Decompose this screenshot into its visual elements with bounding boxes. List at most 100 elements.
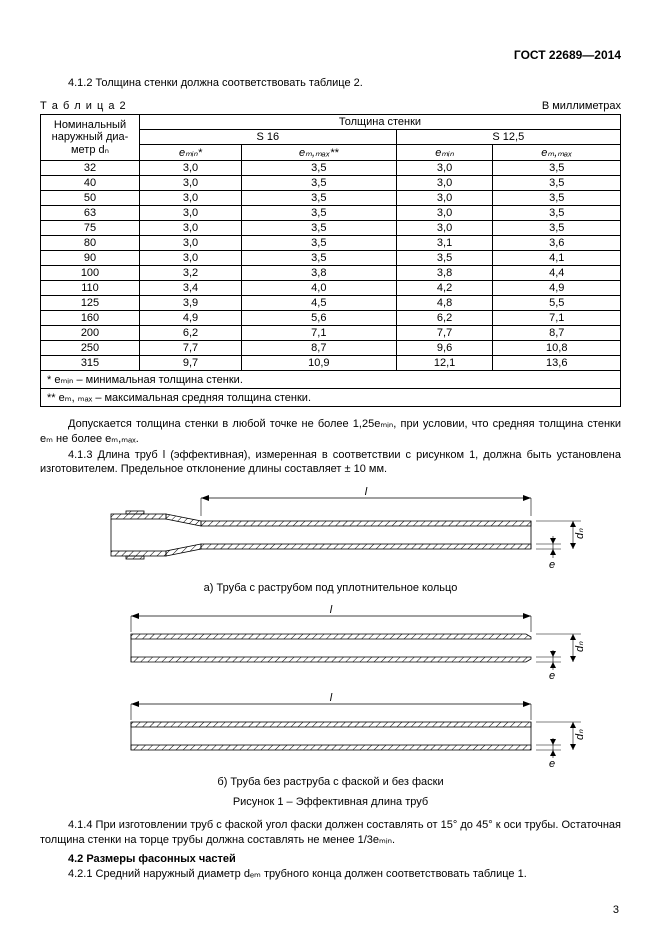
table-row: 1003,23,83,84,4 bbox=[41, 266, 621, 281]
table-cell: 3,5 bbox=[241, 176, 396, 191]
table-cell: 3,9 bbox=[140, 296, 242, 311]
table-cell: 3,4 bbox=[140, 281, 242, 296]
col-emmax: eₘ,ₘₐₓ** bbox=[241, 145, 396, 161]
table-cell: 3,0 bbox=[140, 191, 242, 206]
svg-text:e: e bbox=[549, 559, 555, 571]
table-cell: 8,7 bbox=[241, 341, 396, 356]
paragraph-413: 4.1.3 Длина труб l (эффективная), измере… bbox=[40, 448, 621, 477]
table-cell: 10,8 bbox=[493, 341, 621, 356]
table-row: 803,03,53,13,6 bbox=[41, 236, 621, 251]
table-cell: 3,5 bbox=[241, 221, 396, 236]
table-cell: 125 bbox=[41, 296, 140, 311]
table-cell: 3,0 bbox=[140, 161, 242, 176]
svg-text:l: l bbox=[329, 692, 332, 704]
table-cell: 4,8 bbox=[396, 296, 493, 311]
svg-text:e: e bbox=[549, 670, 555, 682]
table-cell: 7,1 bbox=[241, 326, 396, 341]
svg-text:dₙ: dₙ bbox=[574, 641, 586, 652]
table-cell: 4,4 bbox=[493, 266, 621, 281]
table-cell: 9,6 bbox=[396, 341, 493, 356]
table2-caption: Т а б л и ц а 2 bbox=[40, 100, 127, 112]
table-cell: 160 bbox=[41, 311, 140, 326]
figure-b2-svg: l e dₙ bbox=[71, 692, 591, 770]
table-cell: 3,8 bbox=[241, 266, 396, 281]
table-row: 2006,27,17,78,7 bbox=[41, 326, 621, 341]
svg-text:l: l bbox=[364, 486, 367, 498]
table-row: 903,03,53,54,1 bbox=[41, 251, 621, 266]
table-row: 1604,95,66,27,1 bbox=[41, 311, 621, 326]
table-cell: 3,5 bbox=[241, 161, 396, 176]
svg-text:dₙ: dₙ bbox=[574, 729, 586, 740]
table-cell: 4,1 bbox=[493, 251, 621, 266]
table-cell: 40 bbox=[41, 176, 140, 191]
col-emin: eₘᵢₙ* bbox=[140, 145, 242, 161]
table-cell: 3,5 bbox=[396, 251, 493, 266]
table-cell: 6,2 bbox=[396, 311, 493, 326]
table-row: 3159,710,912,113,6 bbox=[41, 356, 621, 371]
paragraph-421: 4.2.1 Средний наружный диаметр dₑₘ трубн… bbox=[40, 867, 621, 881]
table-row: 323,03,53,03,5 bbox=[41, 161, 621, 176]
table2-note1: * eₘᵢₙ – минимальная толщина стенки. bbox=[41, 371, 621, 389]
table2-units: В миллиметрах bbox=[542, 100, 621, 112]
table-cell: 3,5 bbox=[493, 176, 621, 191]
table-cell: 8,7 bbox=[493, 326, 621, 341]
table-cell: 10,9 bbox=[241, 356, 396, 371]
page-number: 3 bbox=[613, 904, 619, 916]
col-nominal-l2: наружный диа- bbox=[52, 131, 129, 143]
col-thickness: Толщина стенки bbox=[140, 115, 621, 130]
figure-a: l e dₙ bbox=[40, 486, 621, 576]
table-row: 503,03,53,03,5 bbox=[41, 191, 621, 206]
table-cell: 7,1 bbox=[493, 311, 621, 326]
table-cell: 3,5 bbox=[241, 191, 396, 206]
table-cell: 3,5 bbox=[493, 221, 621, 236]
table-cell: 75 bbox=[41, 221, 140, 236]
table-cell: 3,5 bbox=[493, 191, 621, 206]
table-cell: 50 bbox=[41, 191, 140, 206]
table-cell: 13,6 bbox=[493, 356, 621, 371]
table-cell: 3,0 bbox=[396, 191, 493, 206]
table2-note2: ** eₘ, ₘₐₓ – максимальная средняя толщин… bbox=[41, 389, 621, 407]
table-cell: 200 bbox=[41, 326, 140, 341]
table-cell: 5,6 bbox=[241, 311, 396, 326]
col-s16: S 16 bbox=[140, 130, 397, 145]
table-cell: 6,2 bbox=[140, 326, 242, 341]
table-cell: 7,7 bbox=[140, 341, 242, 356]
table-row: 403,03,53,03,5 bbox=[41, 176, 621, 191]
table-cell: 3,0 bbox=[396, 161, 493, 176]
table-cell: 3,0 bbox=[140, 206, 242, 221]
table-cell: 3,0 bbox=[140, 236, 242, 251]
section-42-header: 4.2 Размеры фасонных частей bbox=[40, 853, 621, 865]
paragraph-after-table: Допускается толщина стенки в любой точке… bbox=[40, 417, 621, 446]
table-cell: 12,1 bbox=[396, 356, 493, 371]
table-cell: 315 bbox=[41, 356, 140, 371]
table-cell: 3,8 bbox=[396, 266, 493, 281]
figure-b2: l e dₙ bbox=[40, 692, 621, 770]
figure-b1-svg: l e dₙ bbox=[71, 604, 591, 682]
table-row: 1253,94,54,85,5 bbox=[41, 296, 621, 311]
table-cell: 3,5 bbox=[493, 206, 621, 221]
table-cell: 3,0 bbox=[140, 251, 242, 266]
col-emmax2: eₘ,ₘₐₓ bbox=[493, 145, 621, 161]
table-cell: 63 bbox=[41, 206, 140, 221]
table2: Номинальный наружный диа- метр dₙ Толщин… bbox=[40, 114, 621, 407]
svg-text:e: e bbox=[549, 758, 555, 770]
table-cell: 3,1 bbox=[396, 236, 493, 251]
col-s125: S 12,5 bbox=[396, 130, 620, 145]
table-cell: 4,9 bbox=[493, 281, 621, 296]
table-cell: 80 bbox=[41, 236, 140, 251]
doc-header: ГОСТ 22689—2014 bbox=[40, 48, 621, 62]
paragraph-412: 4.1.2 Толщина стенки должна соответствов… bbox=[40, 76, 621, 90]
table-cell: 3,5 bbox=[241, 206, 396, 221]
paragraph-414: 4.1.4 При изготовлении труб с фаской уго… bbox=[40, 818, 621, 847]
svg-text:dₙ: dₙ bbox=[574, 528, 586, 539]
figure-b1: l e dₙ bbox=[40, 604, 621, 682]
table-row: 2507,78,79,610,8 bbox=[41, 341, 621, 356]
table-cell: 4,2 bbox=[396, 281, 493, 296]
table-cell: 3,6 bbox=[493, 236, 621, 251]
table-cell: 9,7 bbox=[140, 356, 242, 371]
table-cell: 3,2 bbox=[140, 266, 242, 281]
table-row: 633,03,53,03,5 bbox=[41, 206, 621, 221]
table-cell: 4,5 bbox=[241, 296, 396, 311]
table-cell: 4,9 bbox=[140, 311, 242, 326]
table-cell: 3,5 bbox=[241, 236, 396, 251]
